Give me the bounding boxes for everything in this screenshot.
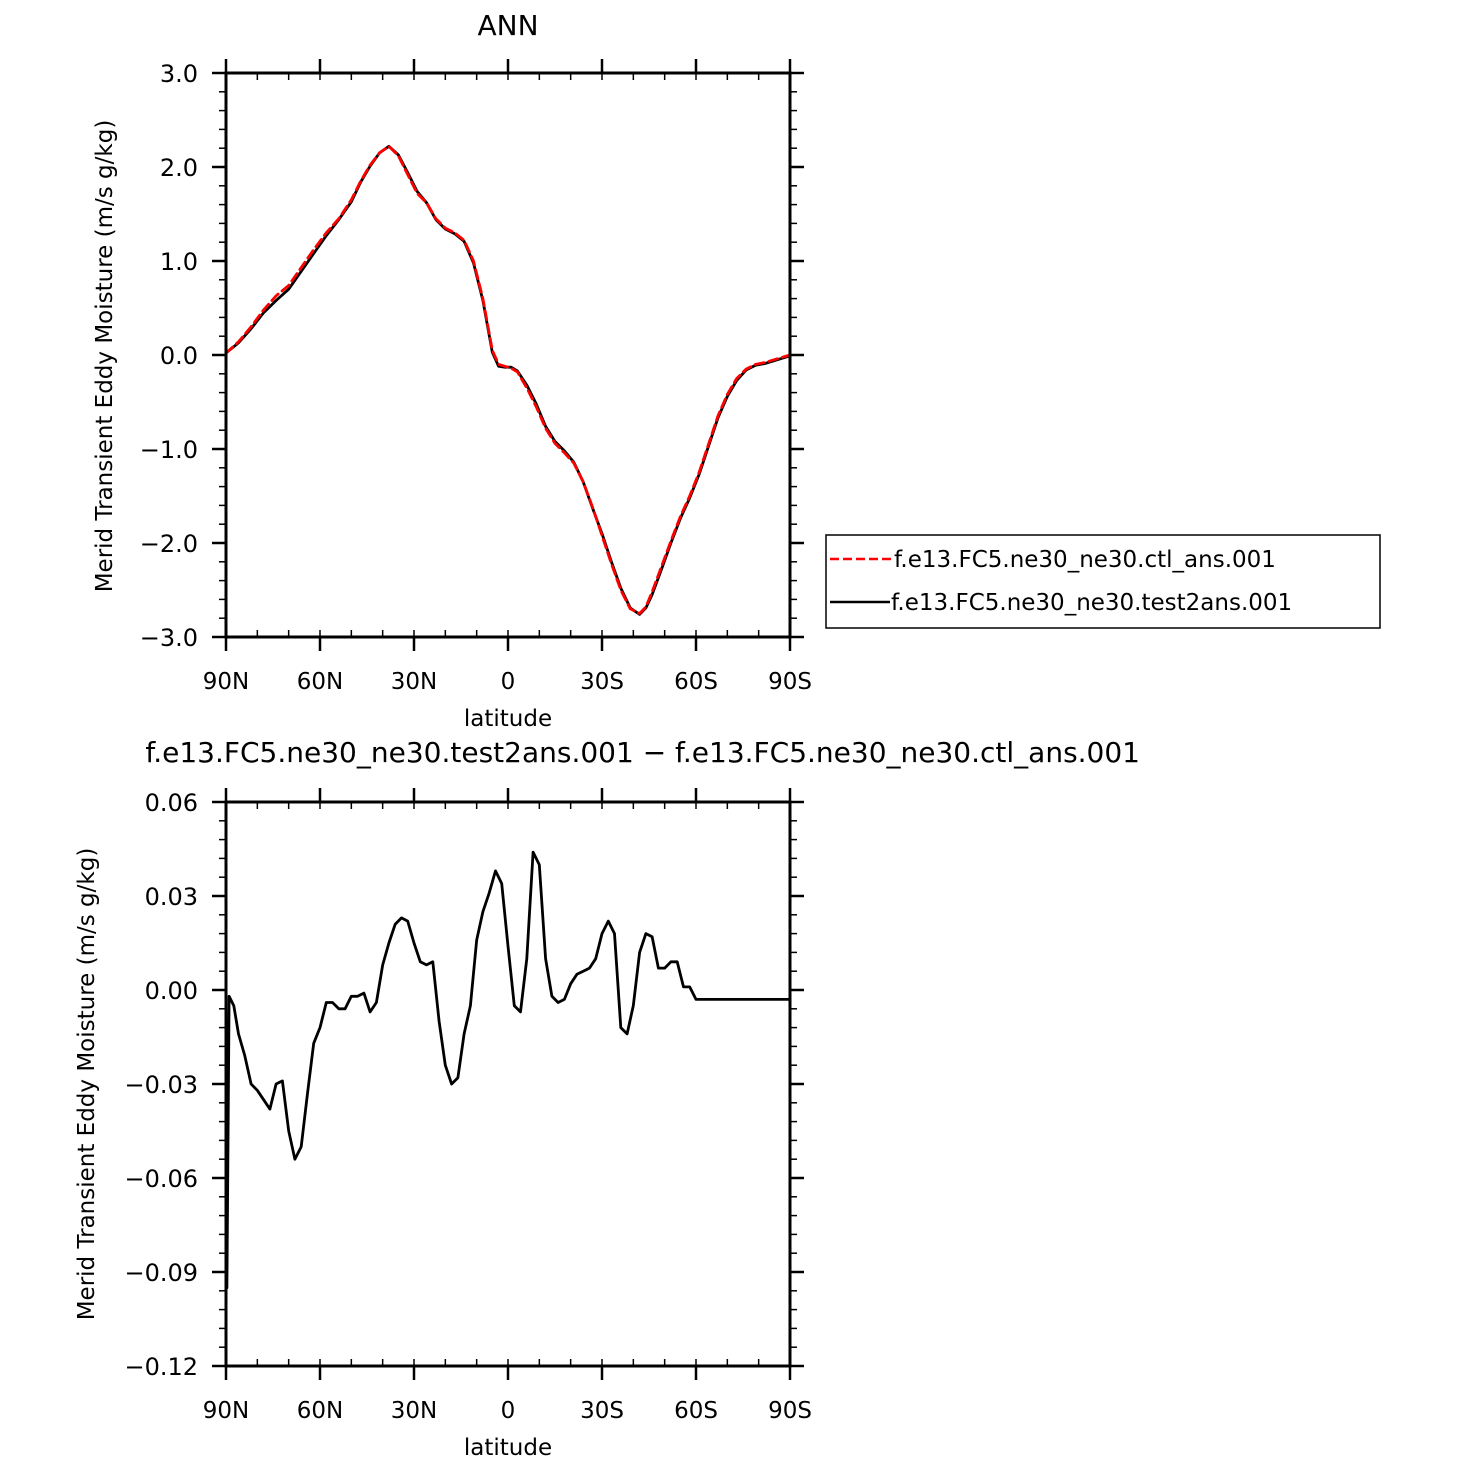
y-tick-label: −0.06 [124, 1165, 198, 1193]
x-tick-label: 90S [768, 1398, 812, 1424]
y-tick-label: −2.0 [140, 530, 198, 558]
y-tick-label: 3.0 [160, 60, 198, 88]
bottom-panel-tick-labels: 90N 60N 30N 0 30S 60S 90S −0.12 −0.09 −0.06 −0.03 0… [124, 789, 811, 1424]
bottom-panel-series [225, 850, 792, 1290]
x-tick-label: 60N [297, 669, 343, 695]
top-panel-frame [224, 71, 792, 639]
x-tick-label: 90N [203, 1398, 249, 1424]
bottom-panel-ticks [212, 788, 804, 1380]
y-tick-label: −0.03 [124, 1071, 198, 1099]
legend-entry-test: f.e13.FC5.ne30_ne30.test2ans.001 [891, 590, 1292, 616]
y-tick-label: 0.03 [145, 883, 198, 911]
legend-box [825, 534, 1381, 629]
x-tick-label: 0 [501, 669, 516, 695]
top-panel-title: ANN [477, 9, 538, 42]
top-panel-ticks [212, 59, 804, 651]
x-tick-label: 30S [580, 1398, 624, 1424]
bottom-panel: f.e13.FC5.ne30_ne30.test2ans.001 − f.e13… [74, 736, 1140, 1461]
bottom-panel-title: f.e13.FC5.ne30_ne30.test2ans.001 − f.e13… [145, 736, 1140, 769]
x-tick-label: 90S [768, 669, 812, 695]
series-line-1 [225, 850, 792, 1290]
x-tick-label: 60S [674, 1398, 718, 1424]
x-tick-label: 60S [674, 669, 718, 695]
x-tick-label: 30N [391, 669, 437, 695]
y-tick-label: 1.0 [160, 248, 198, 276]
top-panel: ANN 90N 60N 30N 0 30S 60S 90S −3.0 −2.0 −1.0 0.0 1.… [92, 9, 812, 732]
x-tick-label: 0 [501, 1398, 516, 1424]
y-tick-label: −1.0 [140, 436, 198, 464]
x-tick-label: 30S [580, 669, 624, 695]
y-tick-label: 0.00 [145, 977, 198, 1005]
legend-entry-ctl: f.e13.FC5.ne30_ne30.ctl_ans.001 [894, 547, 1276, 573]
bottom-panel-frame [224, 800, 792, 1368]
y-tick-label: −0.09 [124, 1259, 198, 1287]
y-tick-label: −0.12 [124, 1353, 198, 1381]
bottom-panel-xlabel: latitude [464, 1435, 552, 1461]
bottom-panel-ylabel: Merid Transient Eddy Moisture (m/s g/kg) [74, 848, 100, 1321]
top-panel-xlabel: latitude [464, 706, 552, 732]
y-tick-label: 0.0 [160, 342, 198, 370]
top-panel-ylabel: Merid Transient Eddy Moisture (m/s g/kg) [92, 120, 118, 593]
series-line-2 [224, 144, 792, 616]
top-panel-tick-labels: 90N 60N 30N 0 30S 60S 90S −3.0 −2.0 −1.0 0.0 1.0 2.0… [140, 60, 812, 695]
x-tick-label: 60N [297, 1398, 343, 1424]
y-tick-label: 2.0 [160, 154, 198, 182]
legend: f.e13.FC5.ne30_ne30.ctl_ans.001 f.e13.FC… [825, 534, 1381, 629]
y-tick-label: 0.06 [145, 789, 198, 817]
top-panel-series [224, 144, 792, 616]
series-line-1 [224, 144, 792, 615]
y-tick-label: −3.0 [140, 624, 198, 652]
x-tick-label: 30N [391, 1398, 437, 1424]
x-tick-label: 90N [203, 669, 249, 695]
